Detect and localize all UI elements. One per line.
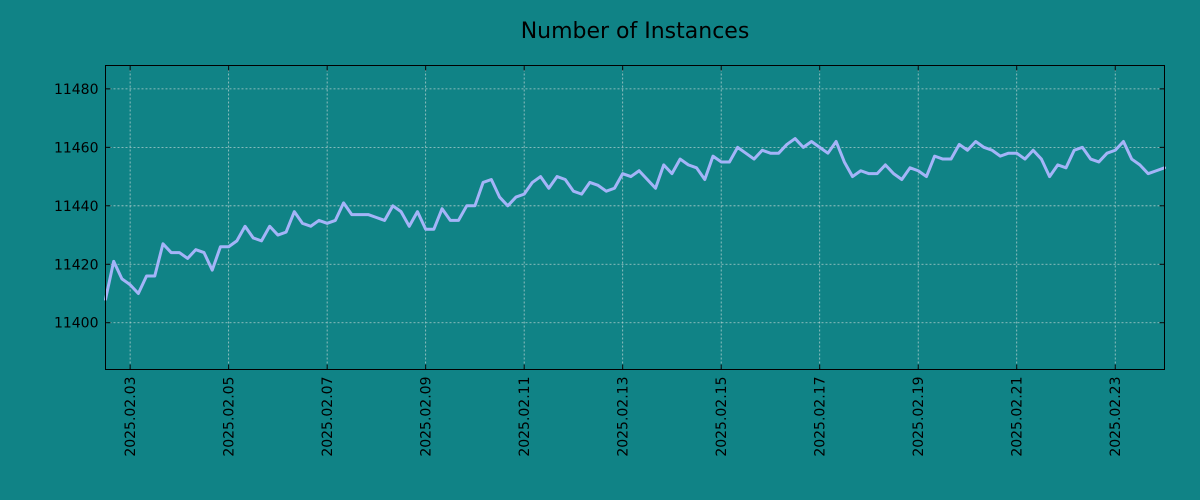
- x-tick-label: 2025.02.17: [813, 377, 829, 457]
- x-tick-label: 2025.02.15: [714, 377, 730, 457]
- series-layer: [104, 137, 1166, 301]
- x-tick-label: 2025.02.05: [222, 377, 238, 457]
- y-tick-label: 11440: [54, 199, 99, 215]
- plot-frame: [105, 65, 1165, 370]
- x-tick-label: 2025.02.19: [911, 377, 927, 457]
- y-tick-label: 11420: [54, 257, 99, 273]
- tick-labels: 11400 11420 11440 11460 11480 2025.02.03 2025.…: [54, 82, 1124, 457]
- x-tick-label: 2025.02.07: [320, 377, 336, 457]
- x-tick-label: 2025.02.23: [1108, 377, 1124, 457]
- x-tick-label: 2025.02.21: [1010, 377, 1026, 457]
- axis-ticks: [105, 65, 1165, 370]
- x-tick-label: 2025.02.03: [123, 377, 139, 457]
- y-tick-label: 11480: [54, 82, 99, 98]
- y-tick-label: 11460: [54, 140, 99, 156]
- x-tick-label: 2025.02.13: [616, 377, 632, 457]
- x-tick-label: 2025.02.09: [419, 377, 435, 457]
- x-tick-label: 2025.02.11: [517, 377, 533, 457]
- chart-title: Number of Instances: [521, 19, 750, 44]
- grid-lines: [105, 65, 1165, 370]
- series-line: [104, 137, 1166, 301]
- y-tick-label: 11400: [54, 316, 99, 332]
